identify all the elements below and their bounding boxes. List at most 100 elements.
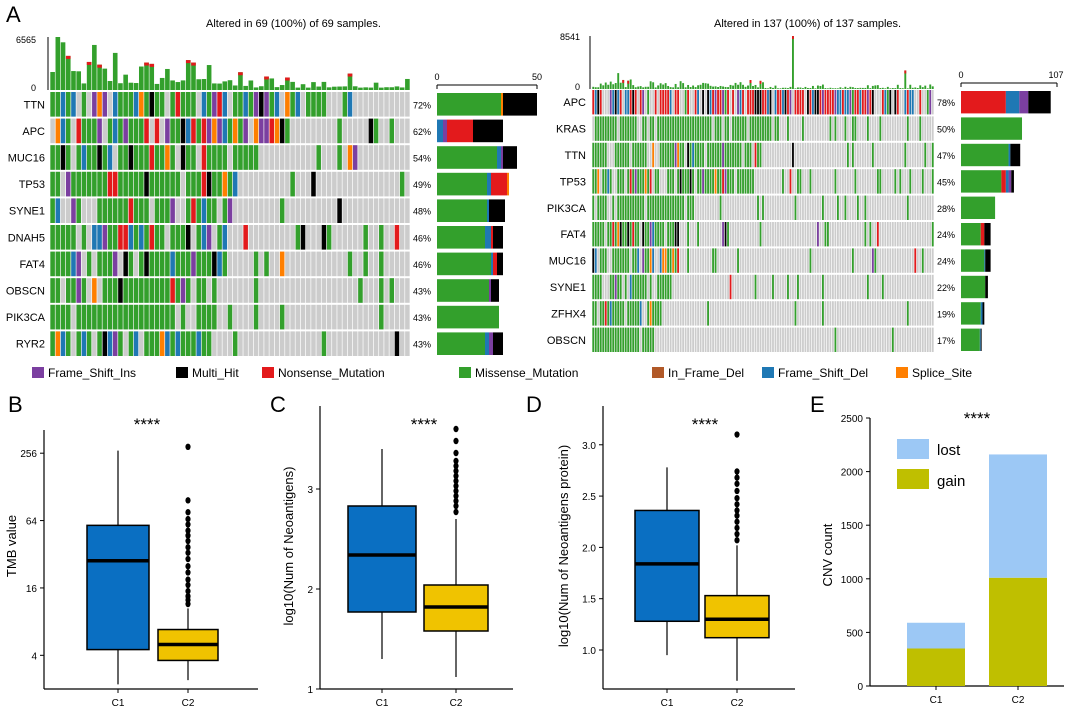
cell-bg xyxy=(734,274,737,300)
cell-bg xyxy=(794,274,797,300)
cell-bg xyxy=(295,118,301,144)
cell-bg xyxy=(792,248,794,273)
cell-bg xyxy=(797,248,799,273)
mutation-cell xyxy=(687,222,690,247)
mutation-cell xyxy=(609,301,612,326)
cell-bg xyxy=(752,142,754,168)
mutation-cell xyxy=(154,198,160,223)
mutation-cell xyxy=(599,222,602,247)
cell-bg xyxy=(358,198,363,223)
cell-bg xyxy=(306,198,311,223)
cell-bg xyxy=(707,274,709,300)
cell-bg xyxy=(687,327,690,352)
cell-bg xyxy=(784,169,787,194)
mutation-cell xyxy=(186,92,191,117)
mutation-cell xyxy=(66,225,71,250)
mutation-cell xyxy=(724,169,727,194)
top-bar xyxy=(687,84,690,89)
cell-bg xyxy=(399,251,405,277)
top-bar xyxy=(389,87,395,90)
y-tick-label: 3 xyxy=(307,485,313,496)
mutation-cell xyxy=(822,274,824,300)
cell-bg xyxy=(159,118,165,144)
mutation-cell xyxy=(739,116,742,141)
cell-bg xyxy=(405,145,410,170)
cell-bg xyxy=(884,195,887,220)
mutation-cell xyxy=(889,90,892,115)
mutation-cell xyxy=(669,90,672,115)
mutation-cell xyxy=(759,222,762,247)
mutation-cell xyxy=(782,169,784,194)
cell-bg xyxy=(876,195,879,220)
cell-bg xyxy=(689,90,692,115)
cell-bg xyxy=(899,327,902,352)
mutation-cell xyxy=(707,90,709,115)
cell-bg xyxy=(924,195,927,220)
top-bar xyxy=(599,83,602,89)
cell-bg xyxy=(884,301,887,326)
mutation-cell xyxy=(894,90,897,115)
mutation-cell xyxy=(727,169,729,194)
cell-bg xyxy=(629,142,632,168)
cell-bg xyxy=(869,116,872,141)
mutation-cell xyxy=(55,92,61,117)
mutation-cell xyxy=(906,301,909,326)
mutation-cell xyxy=(212,171,217,197)
cell-bg xyxy=(196,92,201,117)
cell-bg xyxy=(622,90,625,115)
mutation-cell xyxy=(634,90,637,115)
mutation-cell xyxy=(175,118,181,144)
cell-bg xyxy=(652,274,655,300)
mutation-cell xyxy=(165,304,170,330)
cell-bg xyxy=(597,301,600,326)
mutation-cell xyxy=(659,222,662,247)
mutation-cell xyxy=(279,251,285,277)
top-bar xyxy=(609,81,612,89)
top-bar xyxy=(311,82,316,90)
mutation-cell xyxy=(170,145,175,170)
top-bar-nonsense xyxy=(149,63,155,67)
top-bar xyxy=(901,88,904,89)
cell-bg xyxy=(290,118,295,144)
mutation-cell xyxy=(592,142,595,168)
cell-bg xyxy=(384,198,389,223)
mutation-cell xyxy=(609,222,612,247)
mutation-cell xyxy=(60,304,66,330)
mutation-cell xyxy=(128,251,134,277)
cell-bg xyxy=(321,251,327,277)
top-bar xyxy=(702,82,705,89)
mutation-cell xyxy=(914,248,917,273)
cell-bg xyxy=(654,142,657,168)
top-bar xyxy=(821,84,824,89)
top-bar xyxy=(81,83,87,90)
mutation-cell xyxy=(637,301,640,326)
mutation-cell xyxy=(672,248,675,273)
cell-bg xyxy=(264,278,269,303)
mutation-cell xyxy=(92,171,97,197)
cell-bg xyxy=(866,248,869,273)
box-C1 xyxy=(347,505,417,613)
top-bar xyxy=(405,78,410,90)
cell-bg xyxy=(919,169,922,194)
mutation-cell xyxy=(55,278,61,303)
cell-bg xyxy=(285,331,290,356)
cell-bg xyxy=(734,169,737,194)
mutation-cell xyxy=(201,92,207,117)
cell-bg xyxy=(399,198,405,223)
mutation-cell xyxy=(769,116,772,141)
top-bar xyxy=(679,81,682,89)
mutation-cell xyxy=(689,116,692,141)
cell-bg xyxy=(804,142,807,168)
gene-label: SYNE1 xyxy=(9,206,45,218)
cell-bg xyxy=(747,116,749,141)
cell-bg xyxy=(321,278,327,303)
mutation-cell xyxy=(866,274,869,300)
cell-bg xyxy=(914,274,917,300)
cell-bg xyxy=(300,331,306,356)
mutation-cell xyxy=(206,225,212,250)
cell-bg xyxy=(782,274,784,300)
mutation-cell xyxy=(102,225,108,250)
top-bar xyxy=(619,82,622,89)
cell-bg xyxy=(609,142,612,168)
cell-bg xyxy=(747,327,749,352)
